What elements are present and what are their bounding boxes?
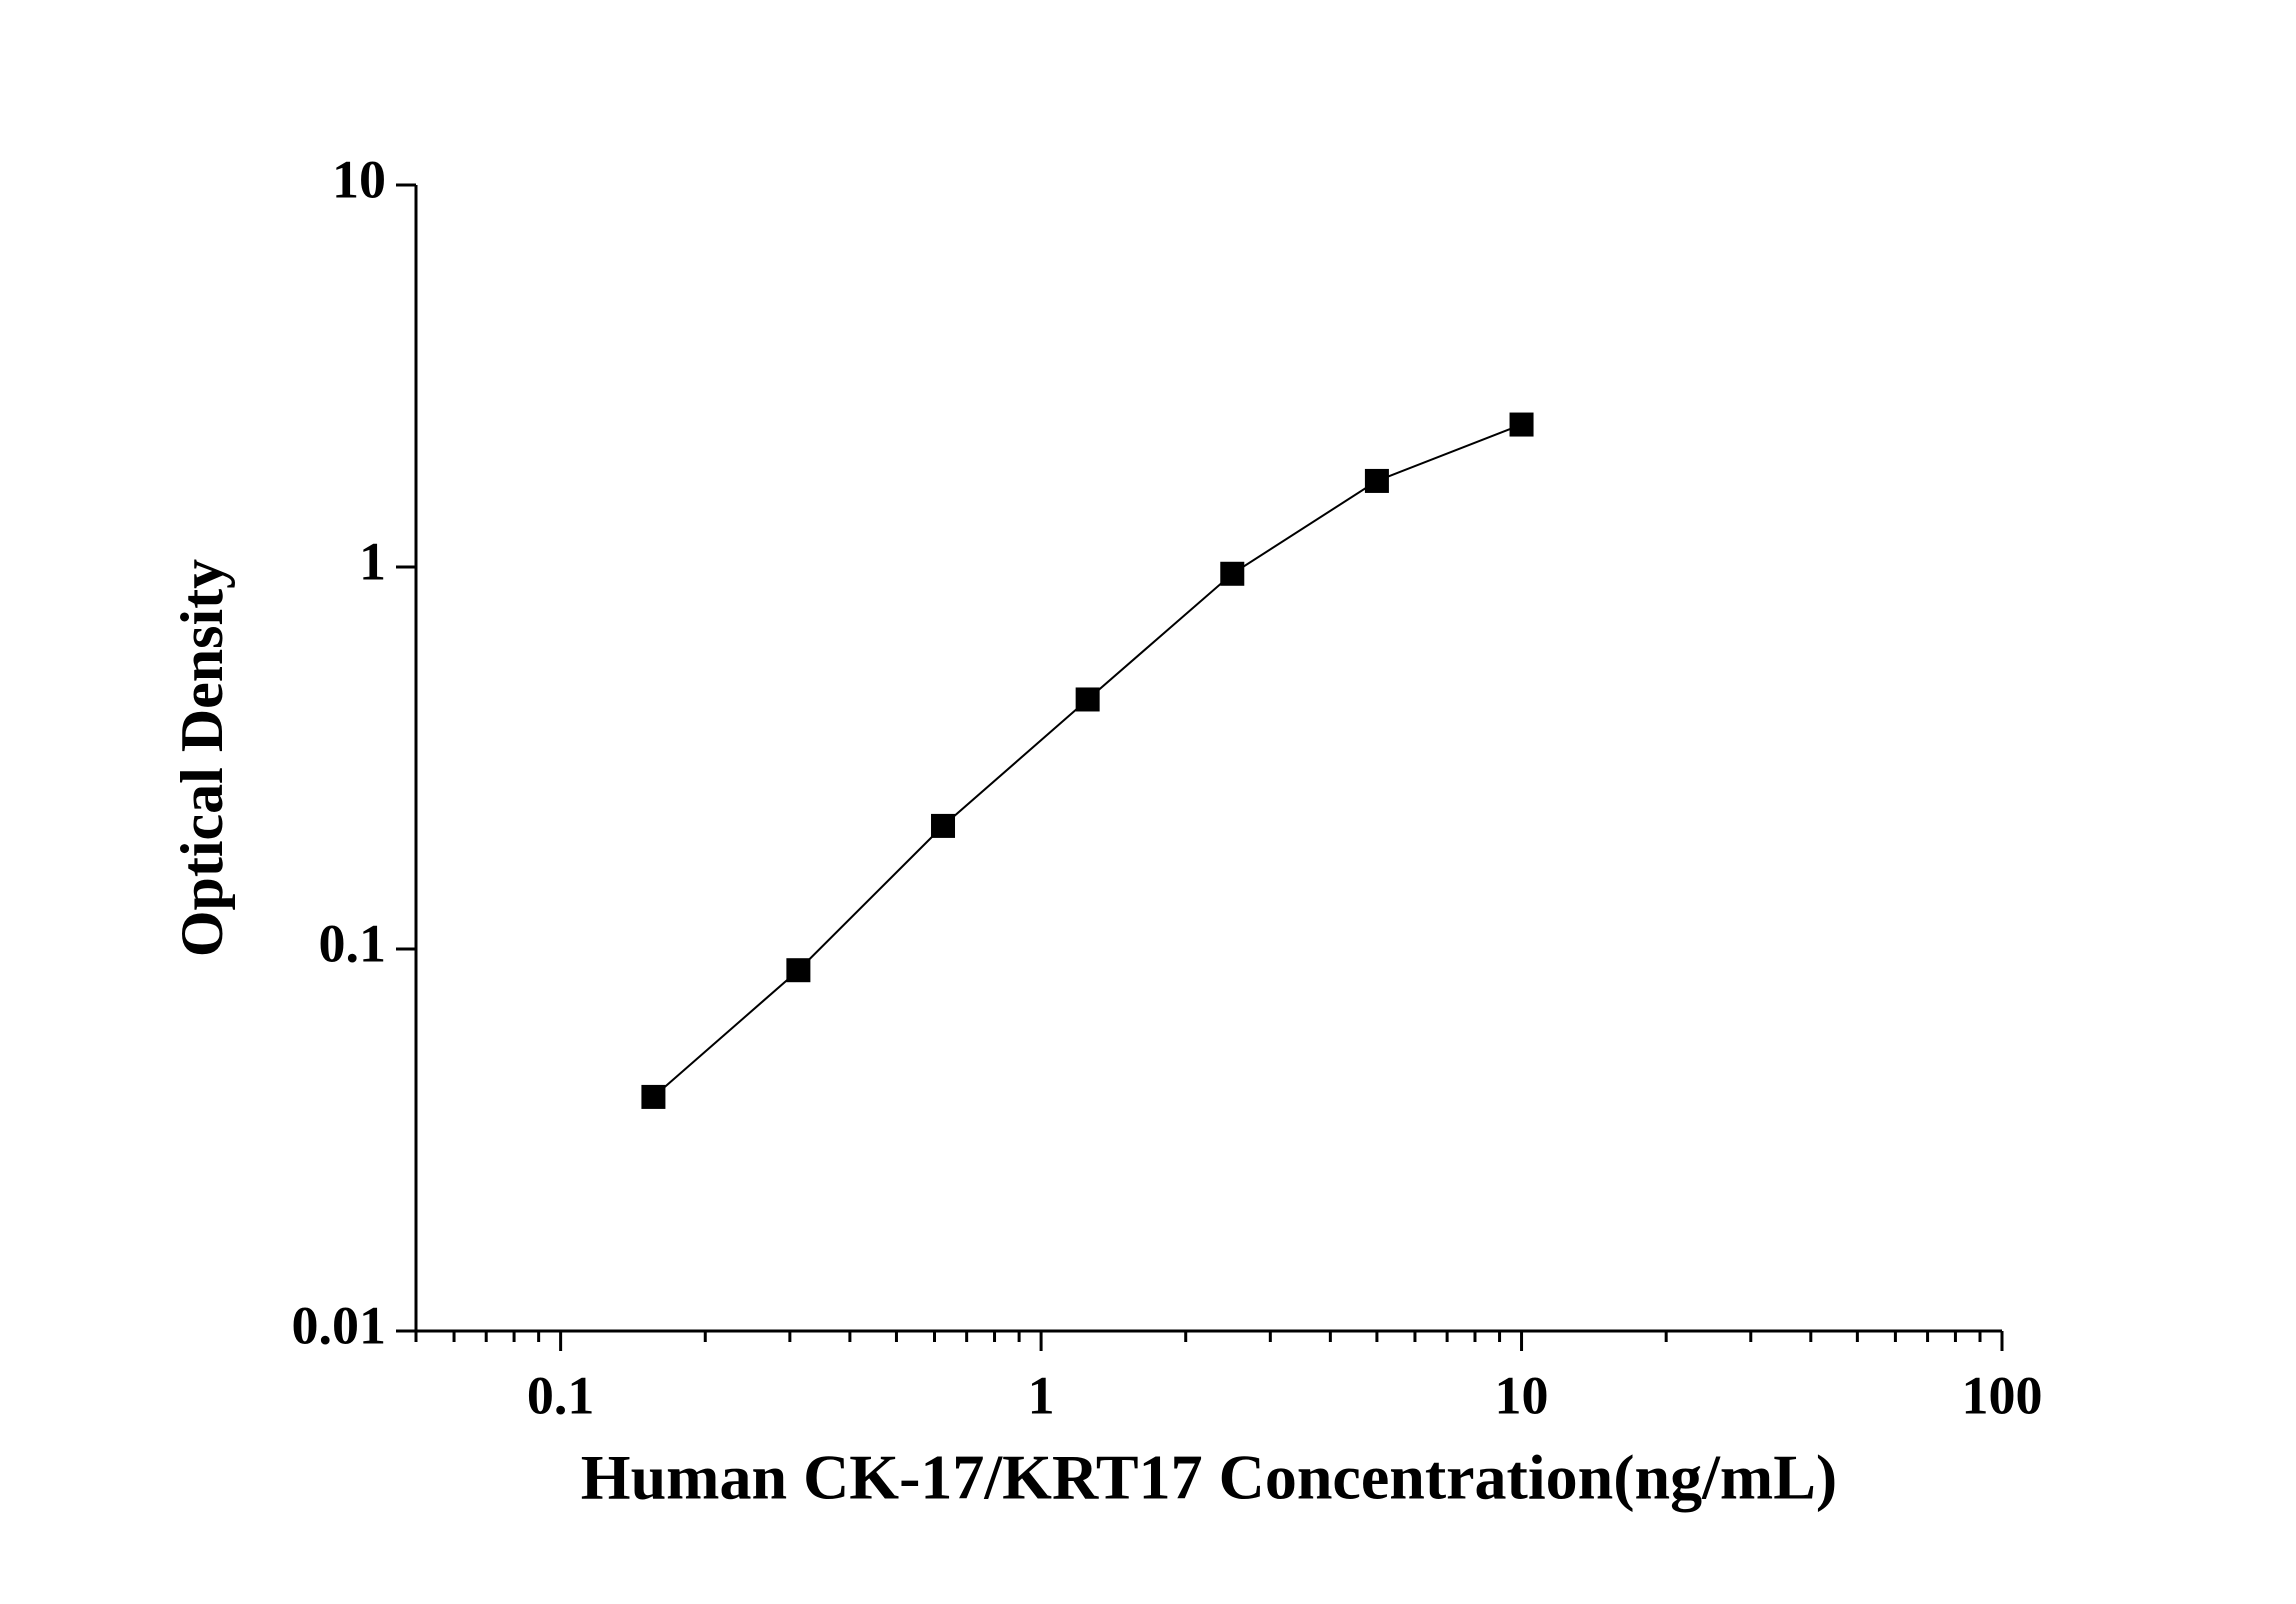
data-point <box>1220 561 1245 586</box>
y-tick-label: 0.1 <box>319 913 387 973</box>
data-point <box>1075 687 1100 712</box>
x-tick-label: 0.1 <box>527 1365 595 1425</box>
data-point <box>786 958 811 983</box>
data-point <box>641 1084 666 1109</box>
x-tick-label: 100 <box>1962 1365 2043 1425</box>
data-point <box>931 813 956 838</box>
y-axis-title: Optical Density <box>169 559 235 957</box>
data-point <box>1509 412 1534 437</box>
data-point <box>1364 468 1389 493</box>
x-axis-title: Human CK-17/KRT17 Concentration(ng/mL) <box>581 1442 1837 1513</box>
y-tick-label: 1 <box>359 531 386 591</box>
data-line <box>652 423 1522 1098</box>
y-tick-label: 0.01 <box>292 1295 387 1355</box>
y-tick-label: 10 <box>332 149 386 209</box>
x-tick-label: 10 <box>1495 1365 1549 1425</box>
x-tick-label: 1 <box>1028 1365 1055 1425</box>
